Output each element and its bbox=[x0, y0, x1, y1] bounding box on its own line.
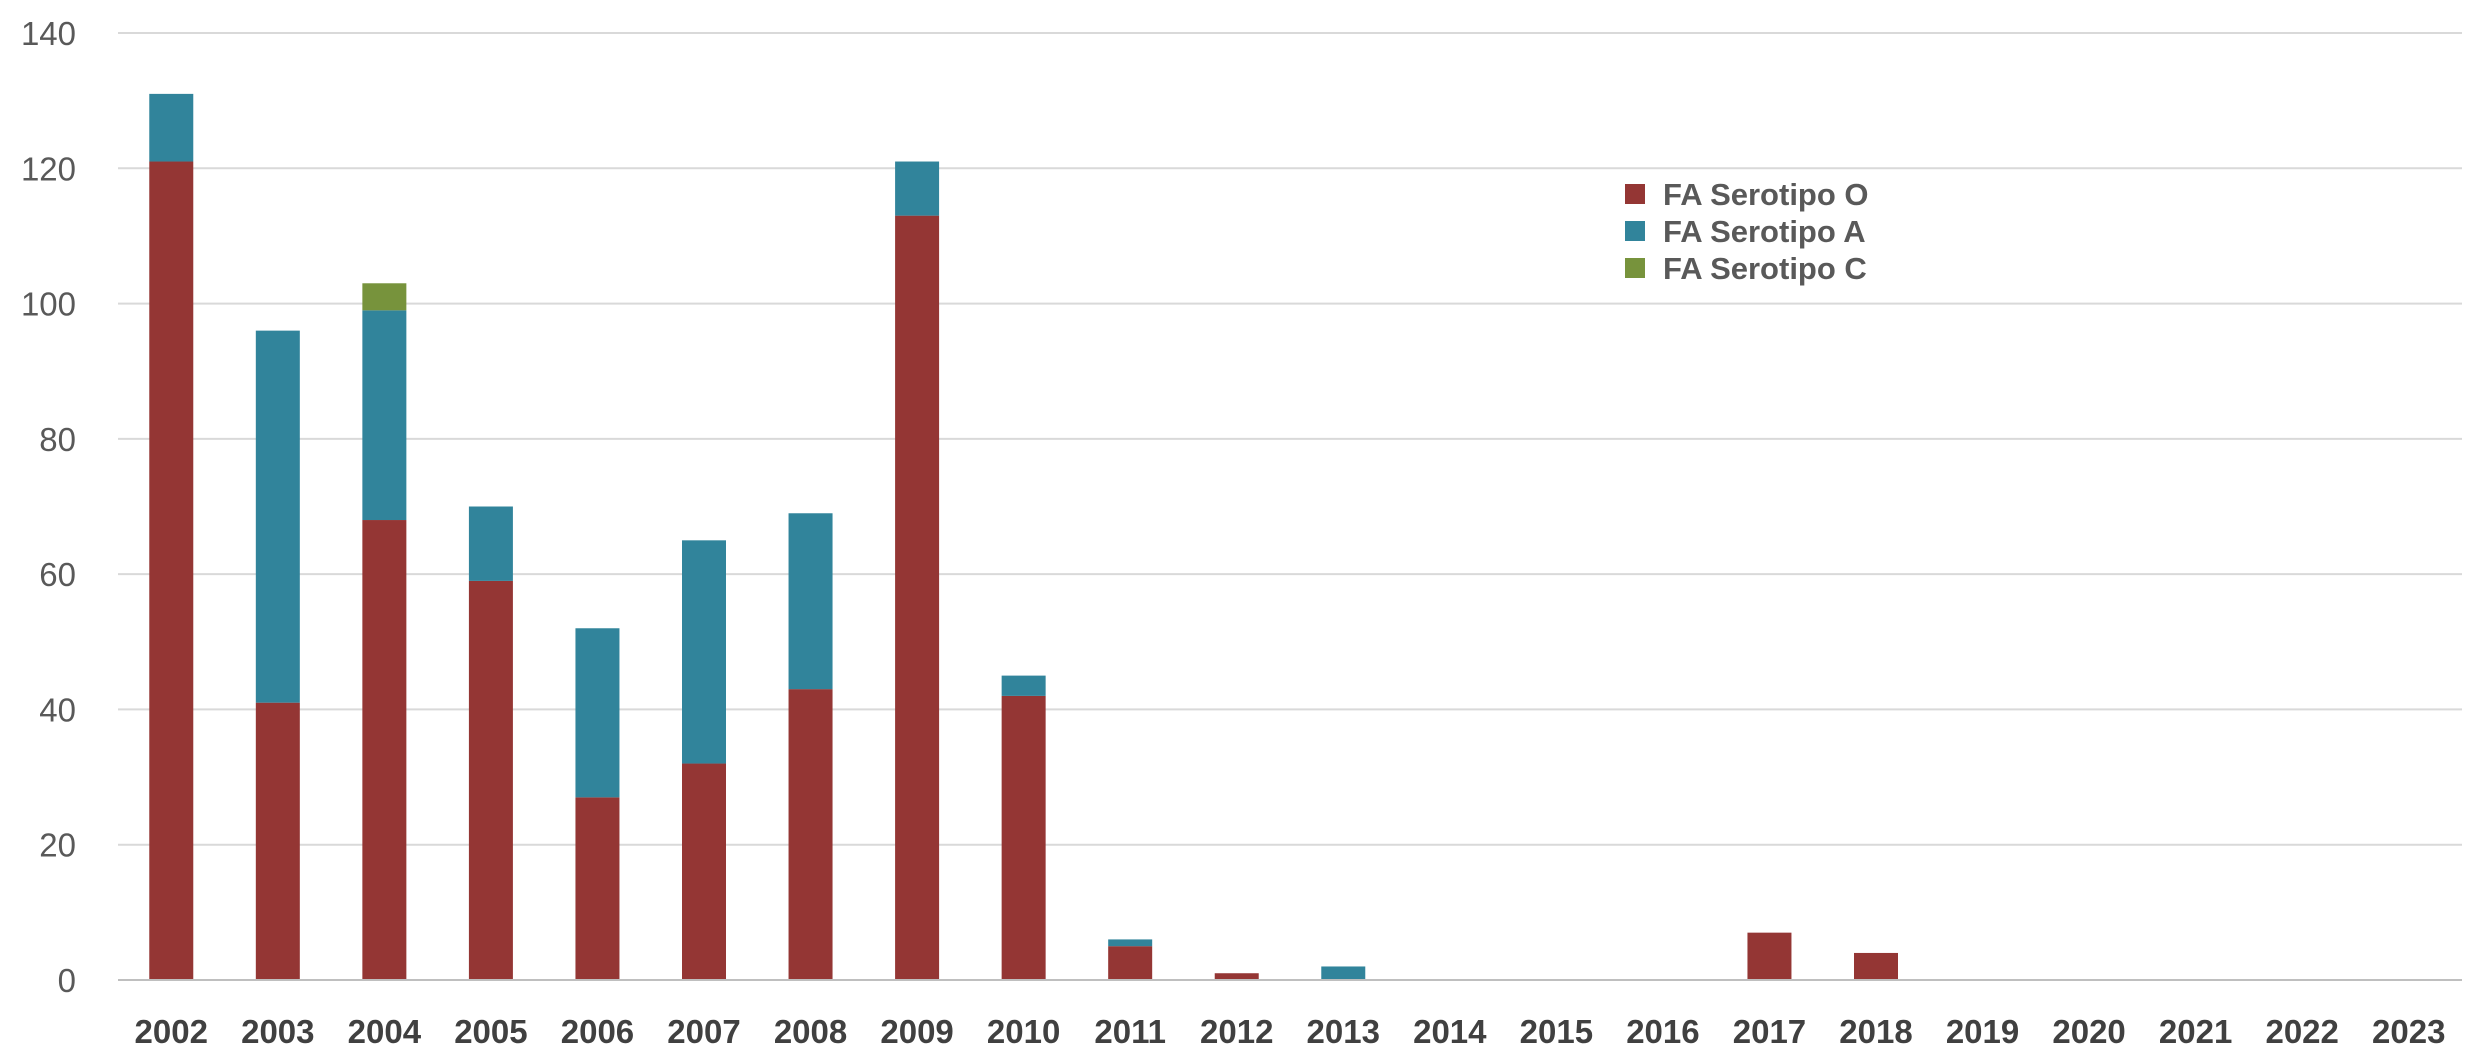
x-tick-label: 2019 bbox=[1946, 1013, 2019, 1050]
x-tick-label: 2005 bbox=[454, 1013, 527, 1050]
bar-2017-series-0 bbox=[1747, 932, 1792, 980]
bar-2003-series-1 bbox=[255, 330, 300, 703]
bar-2007-series-0 bbox=[682, 763, 726, 980]
x-tick-label: 2022 bbox=[2265, 1013, 2338, 1050]
x-tick-label: 2018 bbox=[1839, 1013, 1912, 1050]
legend-swatch bbox=[1625, 221, 1645, 241]
x-tick-label: 2011 bbox=[1094, 1013, 1166, 1050]
x-tick-label: 2016 bbox=[1626, 1013, 1699, 1050]
legend-swatch bbox=[1625, 258, 1645, 278]
bar-2018-series-0 bbox=[1854, 952, 1898, 980]
bar-2009-series-0 bbox=[895, 215, 940, 980]
bar-2006-series-0 bbox=[575, 797, 620, 980]
bar-2002-series-0 bbox=[149, 161, 194, 980]
bar-2012-series-0 bbox=[1214, 973, 1259, 980]
x-tick-label: 2021 bbox=[2159, 1013, 2232, 1050]
x-tick-label: 2003 bbox=[241, 1013, 314, 1050]
x-tick-label: 2023 bbox=[2372, 1013, 2445, 1050]
bar-2004-series-2 bbox=[362, 283, 407, 311]
x-tick-label: 2007 bbox=[667, 1013, 740, 1050]
bar-2005-series-0 bbox=[468, 580, 513, 980]
bar-2008-series-0 bbox=[788, 689, 833, 980]
x-tick-label: 2015 bbox=[1520, 1013, 1593, 1050]
bars bbox=[149, 93, 1898, 980]
y-tick-label: 40 bbox=[39, 691, 76, 728]
bar-2013-series-1 bbox=[1321, 966, 1366, 980]
x-tick-label: 2002 bbox=[135, 1013, 208, 1050]
bar-2004-series-1 bbox=[362, 310, 407, 521]
bar-2003-series-0 bbox=[255, 702, 300, 980]
legend: FA Serotipo OFA Serotipo AFA Serotipo C bbox=[1625, 177, 1869, 286]
x-tick-label: 2017 bbox=[1733, 1013, 1806, 1050]
x-tick-label: 2012 bbox=[1200, 1013, 1273, 1050]
bar-2010-series-1 bbox=[1001, 675, 1046, 696]
x-tick-label: 2020 bbox=[2052, 1013, 2125, 1050]
bar-2009-series-1 bbox=[895, 161, 940, 216]
x-tick-label: 2014 bbox=[1413, 1013, 1487, 1050]
bar-2002-series-1 bbox=[149, 93, 194, 162]
y-tick-label: 0 bbox=[58, 962, 76, 999]
y-tick-label: 140 bbox=[21, 15, 76, 52]
bar-2010-series-0 bbox=[1001, 695, 1046, 980]
bar-2006-series-1 bbox=[575, 628, 620, 798]
bar-2007-series-1 bbox=[682, 540, 726, 764]
legend-label: FA Serotipo C bbox=[1663, 251, 1867, 286]
x-tick-label: 2013 bbox=[1307, 1013, 1380, 1050]
x-tick-label: 2004 bbox=[348, 1013, 422, 1050]
x-tick-label: 2008 bbox=[774, 1013, 847, 1050]
y-tick-label: 120 bbox=[21, 150, 76, 187]
bar-2011-series-1 bbox=[1108, 939, 1153, 947]
bar-2011-series-0 bbox=[1108, 946, 1153, 980]
y-tick-label: 100 bbox=[21, 286, 76, 323]
x-tick-label: 2009 bbox=[880, 1013, 953, 1050]
bar-2008-series-1 bbox=[788, 513, 833, 690]
legend-label: FA Serotipo A bbox=[1663, 214, 1866, 249]
x-tick-label: 2006 bbox=[561, 1013, 634, 1050]
x-axis-ticks: 2002 2003 2004 2005 2006 2007 2008 2009 2010 2011… bbox=[135, 1013, 2446, 1050]
y-tick-label: 80 bbox=[39, 421, 76, 458]
bar-2004-series-0 bbox=[362, 520, 407, 980]
y-tick-label: 20 bbox=[39, 827, 76, 864]
y-axis-ticks: 0 20 40 60 80 100 120 140 bbox=[21, 15, 76, 999]
x-tick-label: 2010 bbox=[987, 1013, 1060, 1050]
bar-2005-series-1 bbox=[468, 506, 513, 581]
y-tick-label: 60 bbox=[39, 556, 76, 593]
legend-label: FA Serotipo O bbox=[1663, 177, 1869, 212]
legend-swatch bbox=[1625, 184, 1645, 204]
